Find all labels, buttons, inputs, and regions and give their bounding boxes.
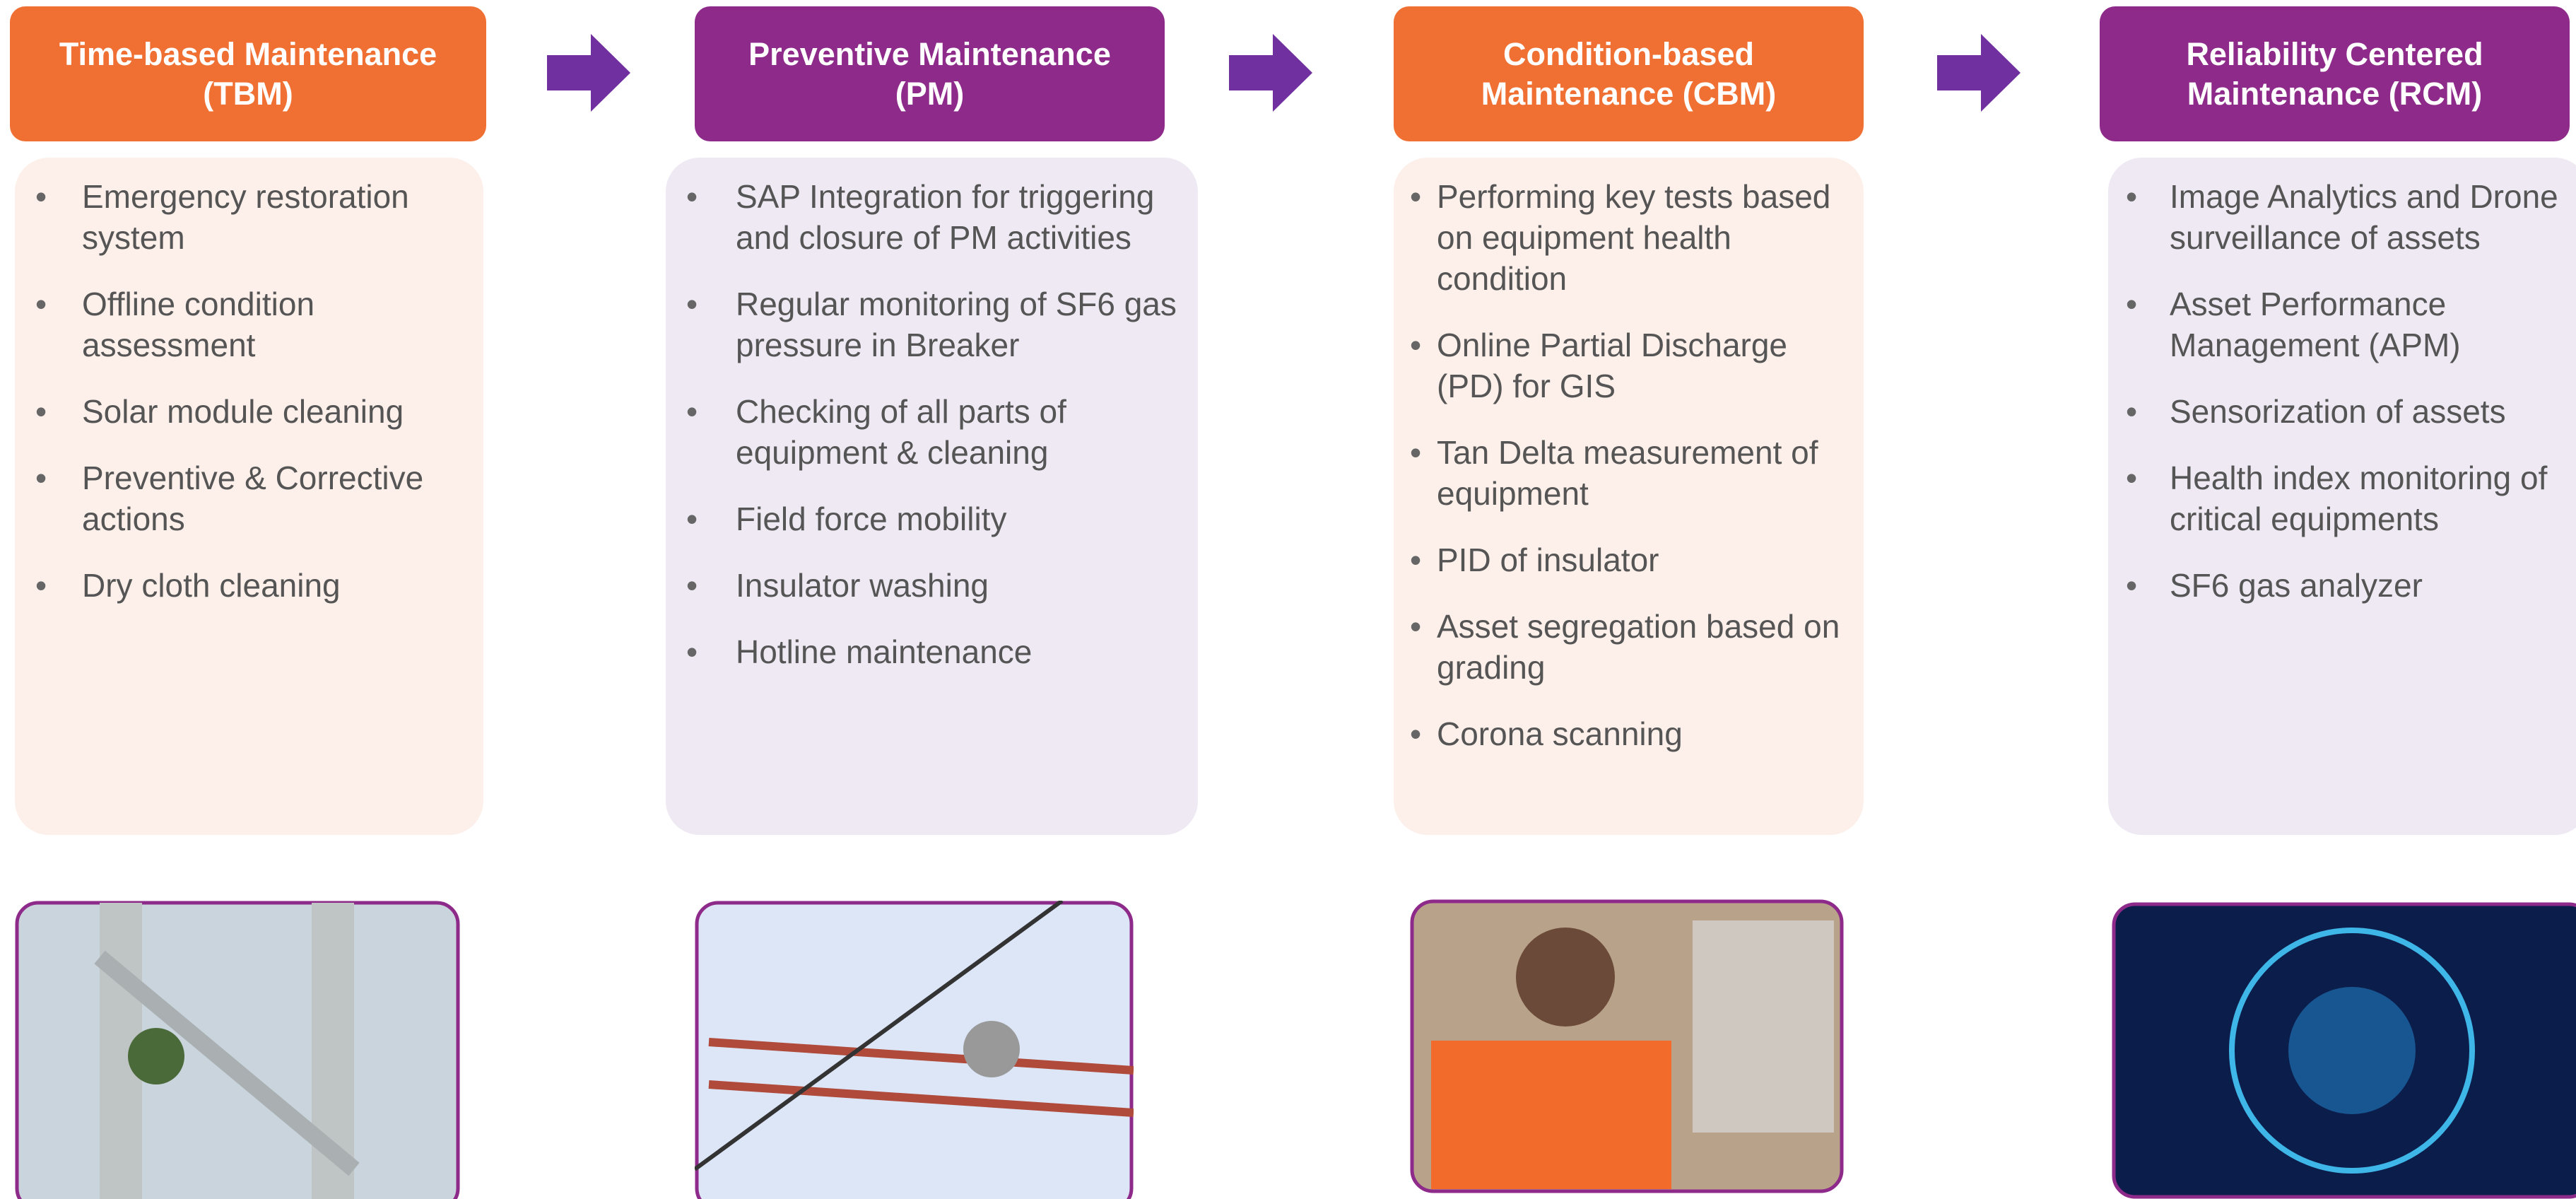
- bullet-item: Corona scanning: [1410, 713, 1847, 754]
- bullet-item: Sensorization of assets: [2126, 391, 2565, 432]
- bullet-item: Offline condition assessment: [35, 283, 464, 365]
- bullet-item: Image Analytics and Drone surveillance o…: [2126, 176, 2565, 258]
- header-line: Preventive Maintenance: [748, 35, 1111, 72]
- bullet-item: Insulator washing: [686, 565, 1177, 606]
- bullet-item: Hotline maintenance: [686, 631, 1177, 672]
- bullet-item: SF6 gas analyzer: [2126, 565, 2565, 606]
- bullet-item: Solar module cleaning: [35, 391, 464, 432]
- header-line: Condition-based: [1503, 35, 1754, 72]
- header-line: Maintenance (CBM): [1481, 75, 1777, 112]
- column-body: Image Analytics and Drone surveillance o…: [2108, 158, 2576, 835]
- bullet-item: Field force mobility: [686, 498, 1177, 539]
- header-line: Time-based Maintenance: [59, 35, 437, 72]
- column-header: Preventive Maintenance (PM): [695, 6, 1165, 141]
- bullet-item: Asset Performance Management (APM): [2126, 283, 2565, 365]
- column-body: SAP Integration for triggering and closu…: [666, 158, 1198, 835]
- photo: [15, 901, 460, 1199]
- bullet-item: Preventive & Corrective actions: [35, 457, 464, 539]
- column-header: Time-based Maintenance (TBM): [10, 6, 486, 141]
- bullet-item: Performing key tests based on equipment …: [1410, 176, 1847, 299]
- bullet-item: Health index monitoring of critical equi…: [2126, 457, 2565, 539]
- arrow: [1229, 34, 1312, 112]
- bullet-item: Tan Delta measurement of equipment: [1410, 432, 1847, 514]
- photo: [1410, 899, 1844, 1193]
- header-line: Reliability Centered: [2186, 35, 2483, 72]
- bullet-item: PID of insulator: [1410, 539, 1847, 580]
- bullet-item: Checking of all parts of equipment & cle…: [686, 391, 1177, 473]
- header-line: Maintenance (RCM): [2187, 75, 2483, 112]
- bullet-item: Online Partial Discharge (PD) for GIS: [1410, 324, 1847, 407]
- bullet-item: Emergency restoration system: [35, 176, 464, 258]
- header-line: (PM): [895, 75, 965, 112]
- arrow: [1937, 34, 2021, 112]
- photo: [2112, 902, 2576, 1199]
- arrow: [547, 34, 630, 112]
- photo: [695, 901, 1134, 1199]
- column-header: Reliability Centered Maintenance (RCM): [2100, 6, 2570, 141]
- header-line: (TBM): [203, 75, 293, 112]
- column-body: Emergency restoration system Offline cond…: [15, 158, 483, 835]
- column-header: Condition-based Maintenance (CBM): [1394, 6, 1864, 141]
- column-body: Performing key tests based on equipment …: [1394, 158, 1864, 835]
- bullet-item: Dry cloth cleaning: [35, 565, 464, 606]
- bullet-item: SAP Integration for triggering and closu…: [686, 176, 1177, 258]
- bullet-item: Regular monitoring of SF6 gas pressure i…: [686, 283, 1177, 365]
- bullet-item: Asset segregation based on grading: [1410, 606, 1847, 688]
